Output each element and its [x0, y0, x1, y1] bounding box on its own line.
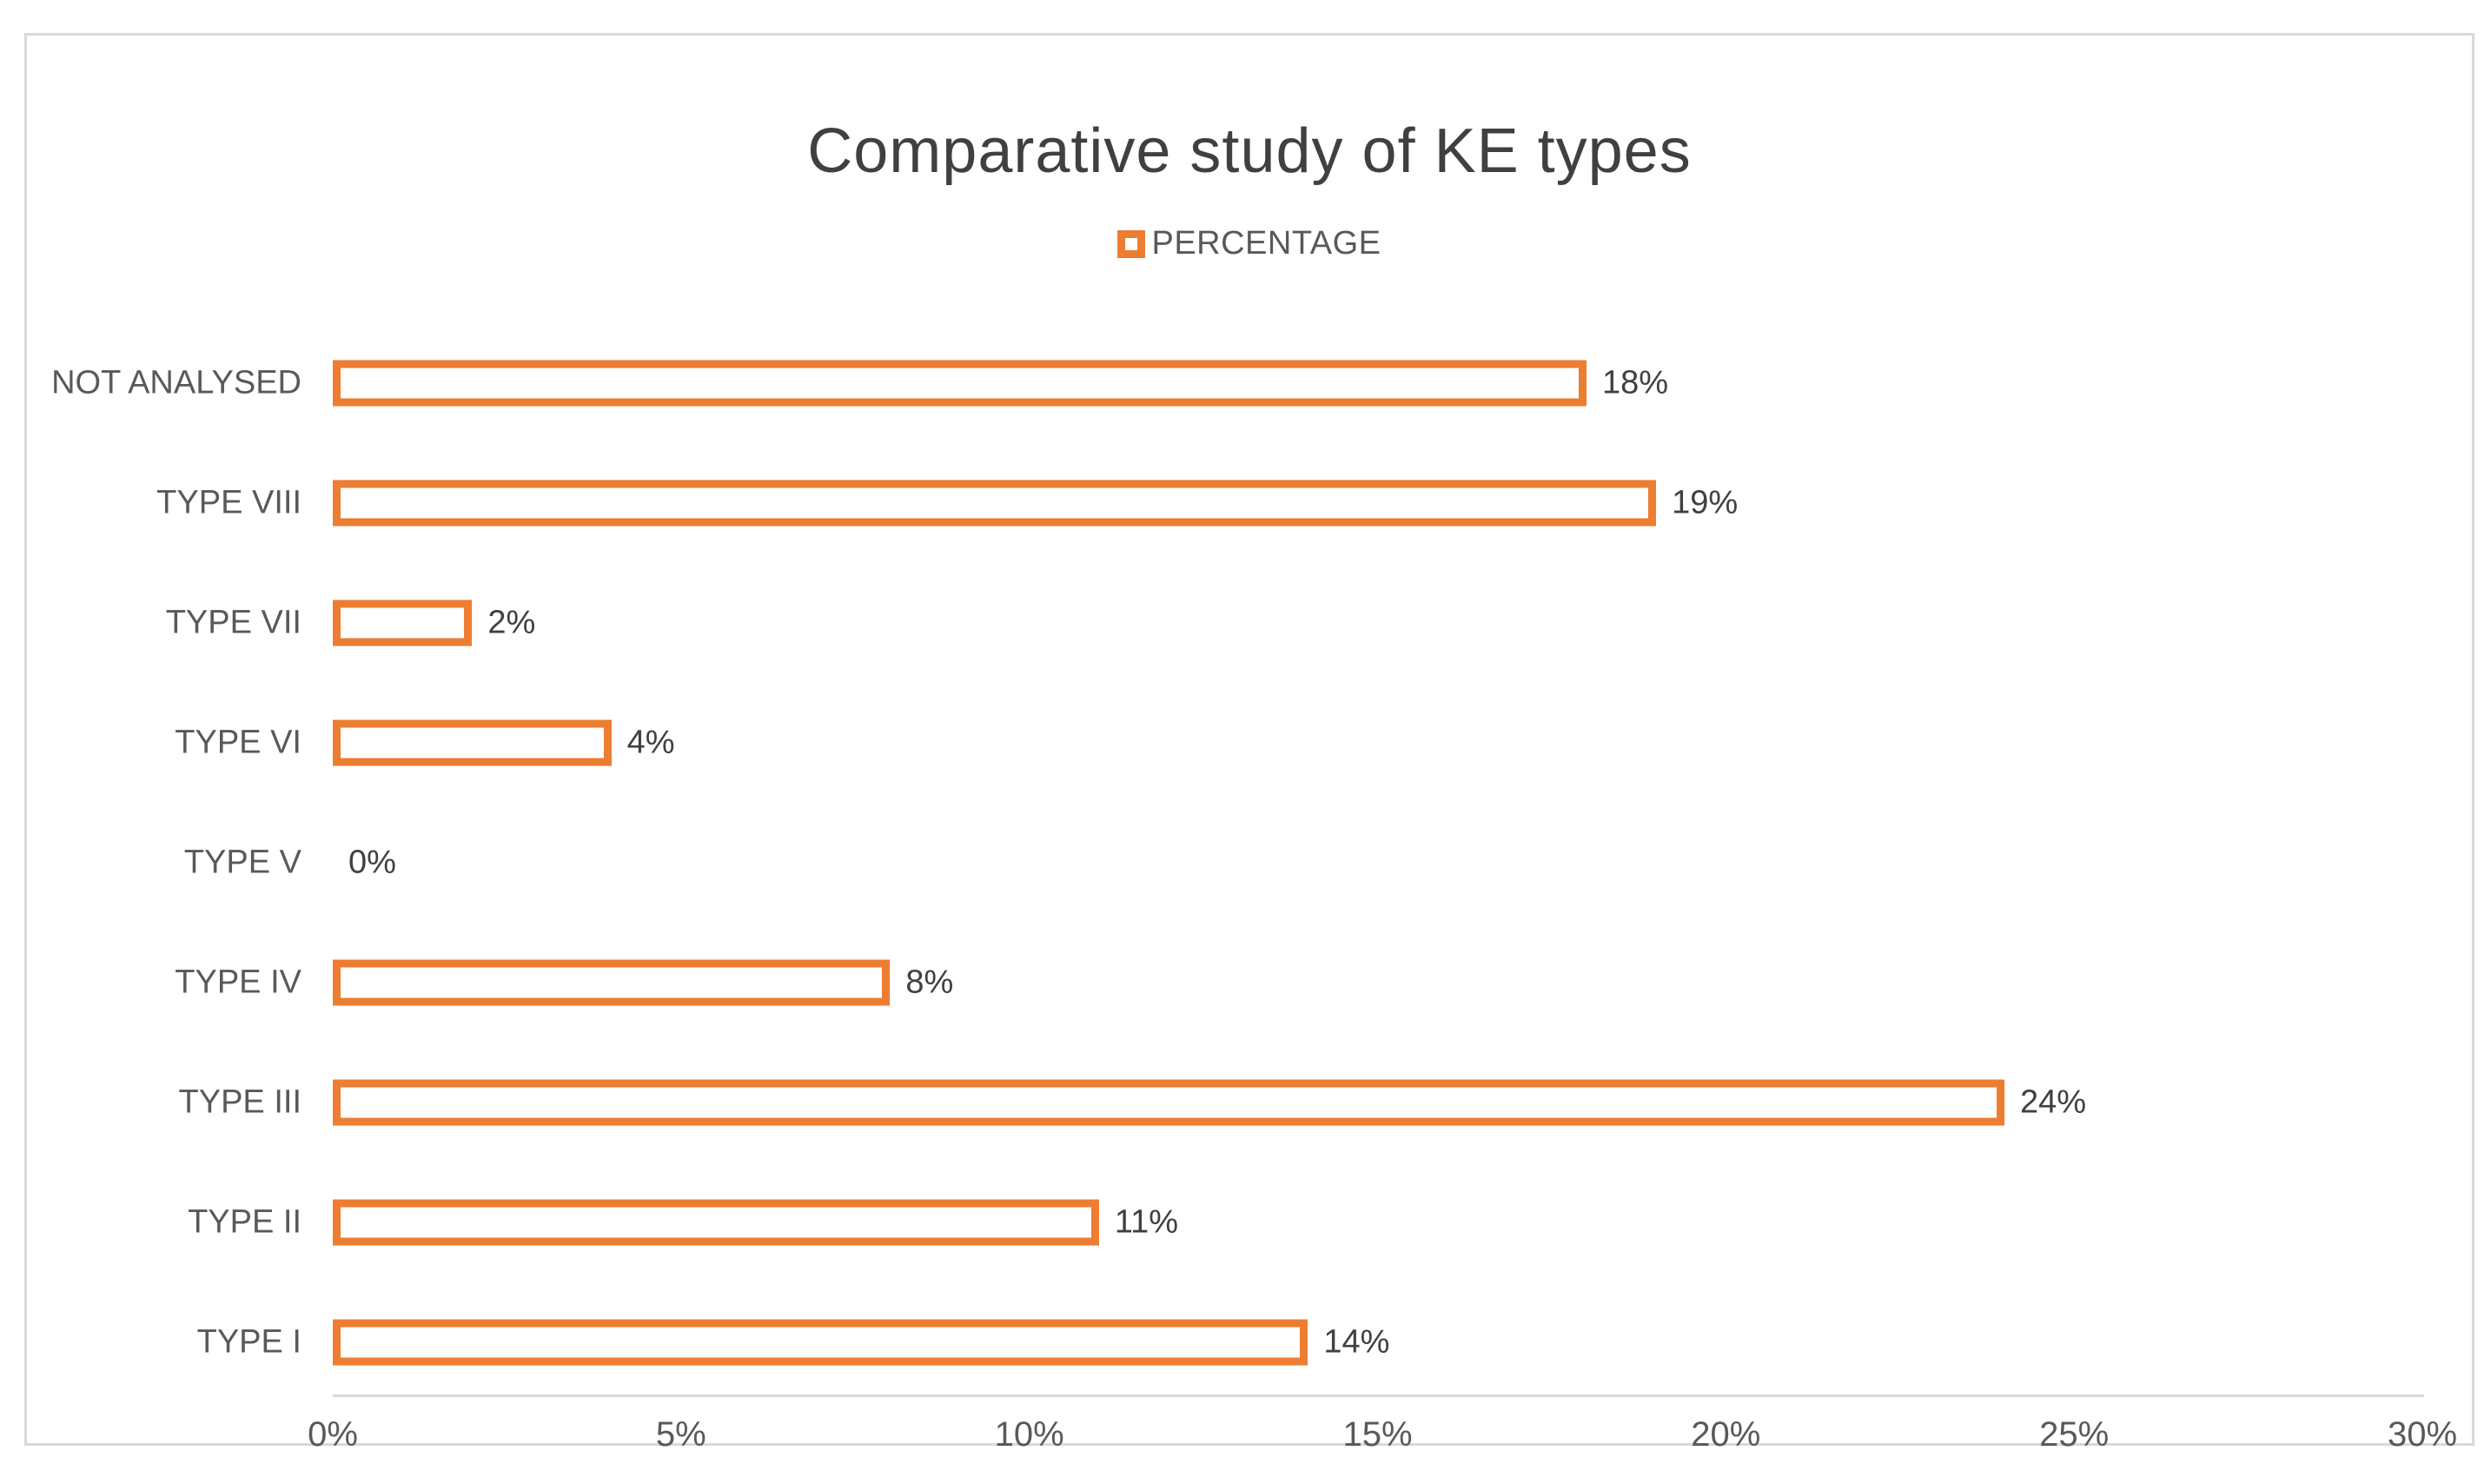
x-axis-tick-label: 5%	[655, 1415, 706, 1454]
x-axis-tick-label: 25%	[2039, 1415, 2110, 1454]
bar-row: TYPE VIII 19%	[156, 443, 2422, 563]
value-label: 11%	[1114, 1203, 1179, 1241]
category-label: TYPE VI	[175, 724, 301, 761]
x-axis: 0% 5% 10% 15% 20% 25% 30%	[308, 1415, 2457, 1459]
x-axis-tick-label: 20%	[1691, 1415, 1761, 1454]
bar-row: NOT ANALYSED 18%	[51, 323, 2422, 443]
category-label: TYPE III	[178, 1083, 301, 1121]
category-label: NOT ANALYSED	[51, 364, 301, 401]
plot-area: NOT ANALYSED 18% TYPE VIII 19% TYPE VII 2% TYP…	[51, 323, 2422, 1402]
value-label: 14%	[1323, 1323, 1390, 1361]
bar-row: TYPE VII 2%	[166, 563, 2422, 683]
bar-row: TYPE III 24%	[179, 1043, 2422, 1163]
category-label: TYPE V	[183, 844, 301, 881]
bar	[333, 1319, 1308, 1366]
x-axis-tick-label: 10%	[994, 1415, 1064, 1454]
category-label: TYPE VIII	[156, 484, 301, 521]
legend-label: PERCENTAGE	[1151, 225, 1381, 262]
category-label: TYPE II	[188, 1203, 301, 1241]
category-label: TYPE VII	[165, 604, 301, 641]
value-label: 2%	[487, 604, 536, 641]
bar-row: TYPE II 11%	[188, 1163, 2422, 1282]
value-label: 4%	[626, 724, 675, 761]
bar	[333, 959, 891, 1006]
bar-row: TYPE VI 4%	[175, 683, 2422, 803]
value-label: 0%	[348, 844, 396, 881]
bar-row: TYPE V 0%	[184, 803, 2422, 923]
bar	[333, 1199, 1099, 1246]
legend-hollow-square-icon	[1117, 229, 1146, 258]
chart-title: Comparative study of KE types	[807, 116, 1692, 186]
bar	[333, 719, 612, 766]
bar-row: TYPE I 14%	[197, 1282, 2422, 1402]
value-label: 8%	[905, 964, 954, 1001]
x-axis-tick-label: 30%	[2387, 1415, 2458, 1454]
legend: PERCENTAGE	[27, 225, 2472, 262]
category-label: TYPE IV	[175, 964, 301, 1001]
bar	[333, 480, 1657, 527]
value-label: 19%	[1672, 484, 1739, 521]
x-axis-tick-label: 0%	[308, 1415, 358, 1454]
value-label: 24%	[2020, 1083, 2087, 1121]
bar	[333, 600, 473, 646]
x-axis-line	[333, 1395, 2424, 1397]
value-label: 18%	[1602, 364, 1669, 401]
category-label: TYPE I	[196, 1323, 301, 1361]
bar-row: TYPE IV 8%	[175, 923, 2422, 1043]
bar	[333, 1079, 2004, 1126]
chart-frame: Comparative study of KE types PERCENTAGE…	[24, 33, 2474, 1454]
x-axis-tick-label: 15%	[1342, 1415, 1413, 1454]
bar	[333, 360, 1587, 407]
